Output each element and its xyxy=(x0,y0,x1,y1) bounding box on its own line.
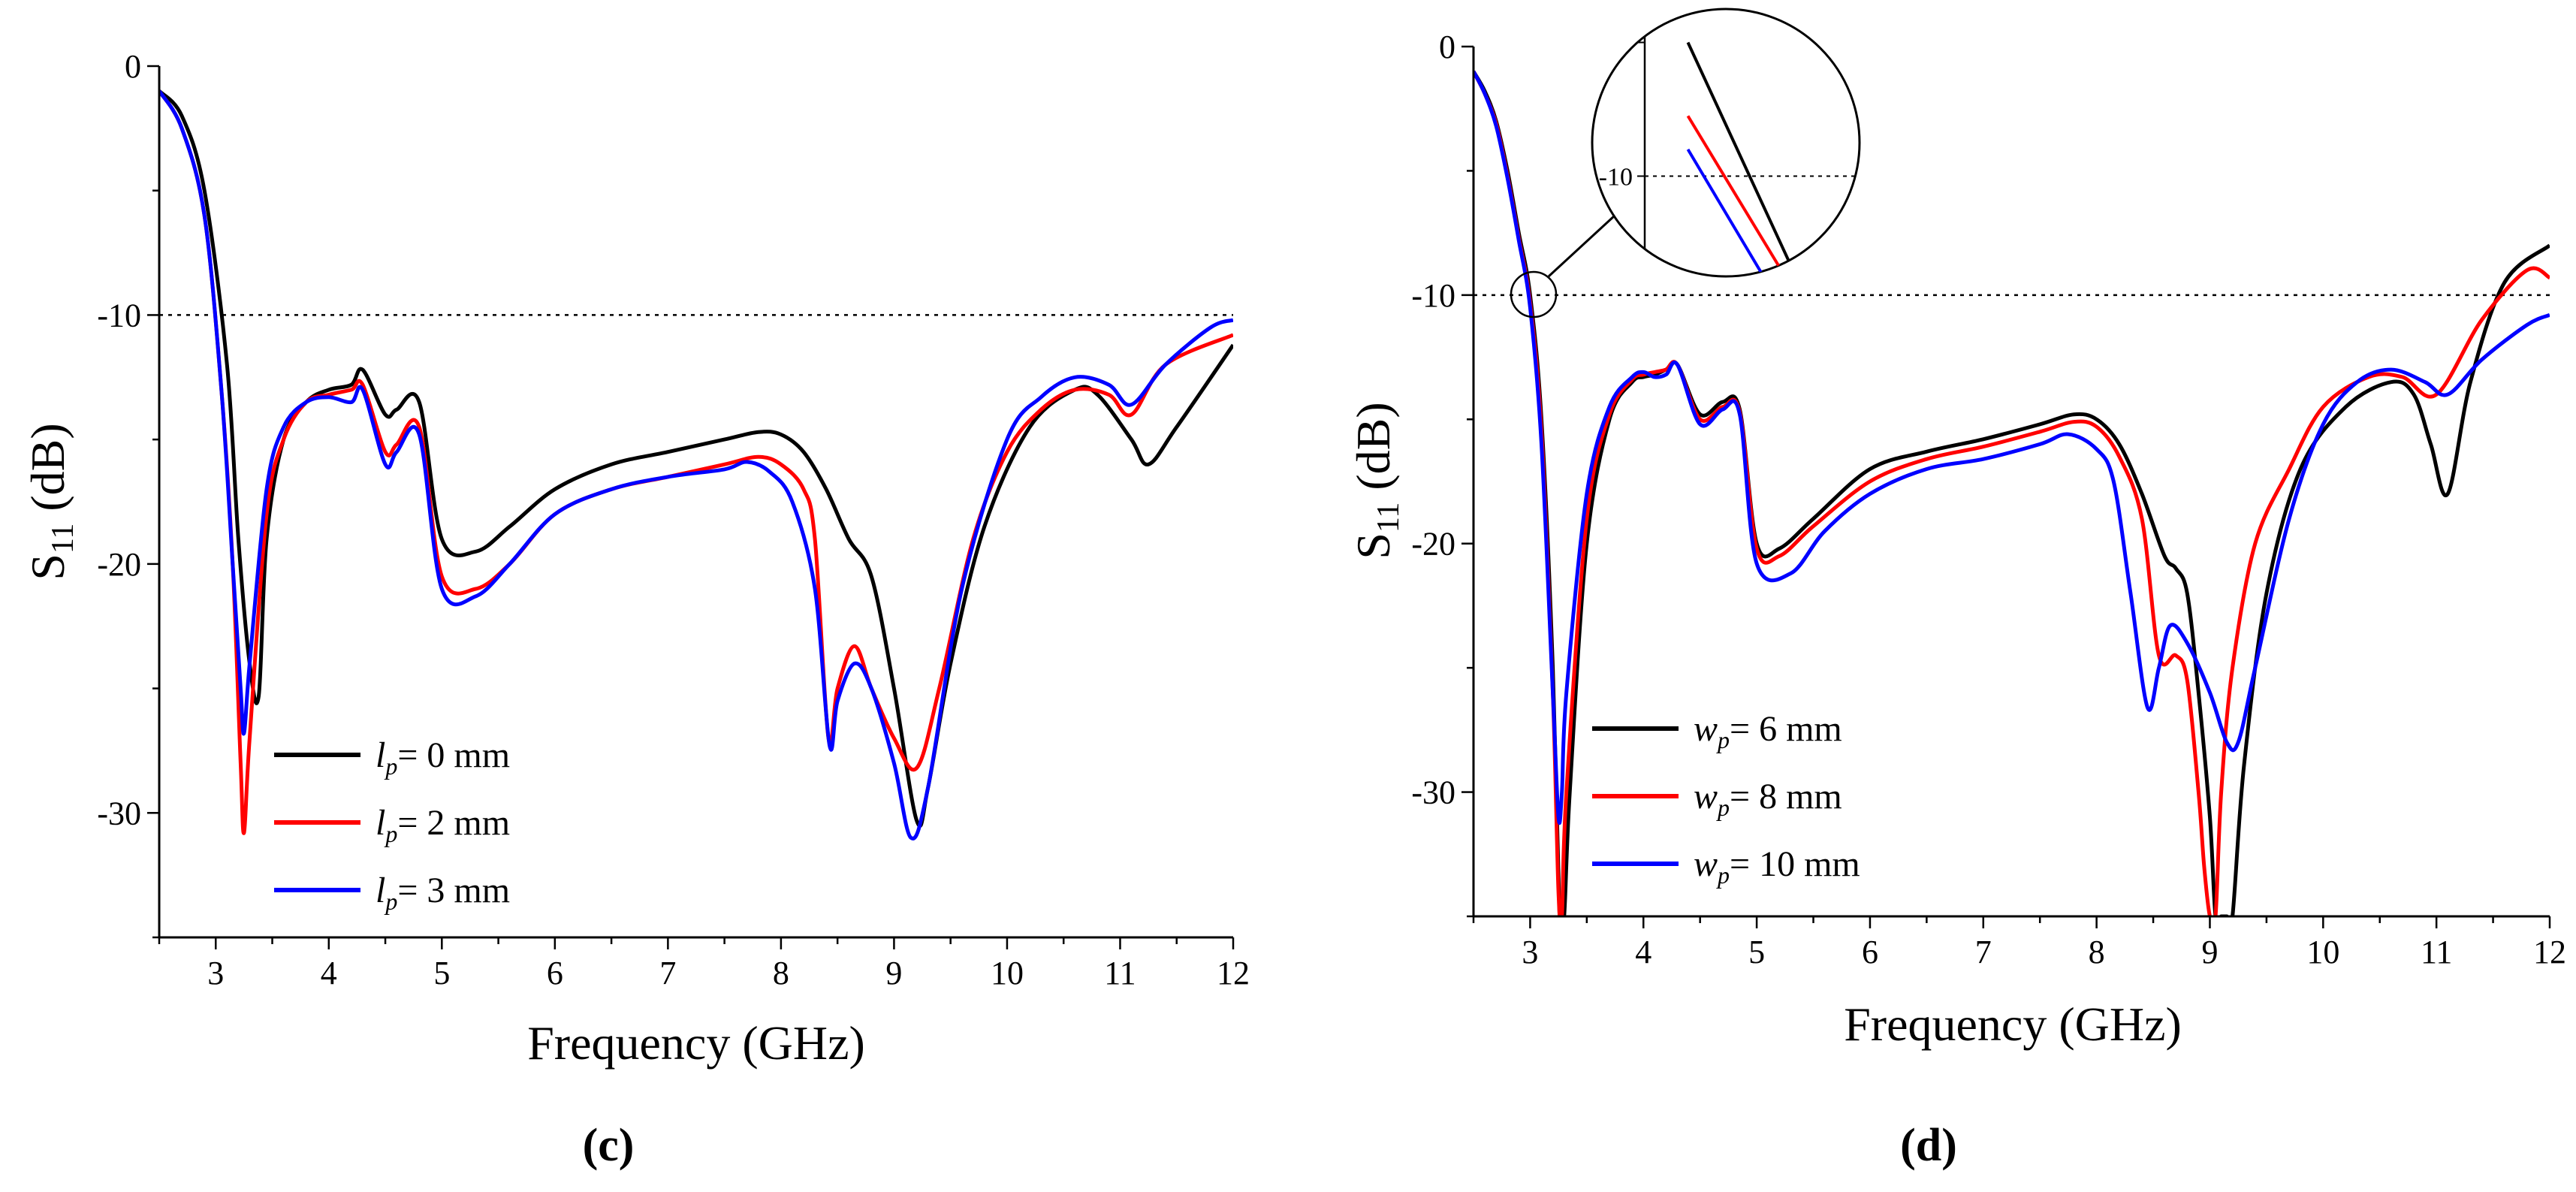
c-series-line-0 xyxy=(159,89,1233,828)
c-x-tick-label: 7 xyxy=(659,955,676,991)
d-x-tick-label: 6 xyxy=(1862,934,1878,970)
d-axis-ticks: 3 4 5 6 7 8 9 10 11 12 0 -10 -20 -30 xyxy=(1411,29,2566,970)
zoom-region-circle xyxy=(1510,270,1558,318)
d-x-tick-label: 11 xyxy=(2421,934,2452,970)
d-axes xyxy=(1472,47,2550,918)
zoom-inset: -8 -10 xyxy=(1591,8,1861,278)
d-legend-entry: wp= 6 mm xyxy=(1694,709,1842,753)
d-x-tick-label: 5 xyxy=(1748,934,1765,970)
c-y-tick-label: 0 xyxy=(125,48,141,85)
inset-y-tick-label: -10 xyxy=(1599,164,1633,192)
c-panel-letter: c xyxy=(598,1120,619,1171)
d-y-tick-label: -10 xyxy=(1411,277,1455,314)
d-legend-entry: wp= 10 mm xyxy=(1694,844,1860,889)
d-x-tick-label: 9 xyxy=(2201,934,2218,970)
c-x-axis-label: Frequency (GHz) xyxy=(527,1016,865,1070)
c-panel-label: (c) xyxy=(583,1120,635,1171)
d-panel-label: (d) xyxy=(1900,1120,1957,1171)
d-y-tick-label: 0 xyxy=(1439,29,1455,65)
c-axes xyxy=(158,66,1233,939)
c-series-lines xyxy=(159,89,1233,840)
c-x-tick-label: 6 xyxy=(547,955,563,991)
d-legend: wp= 6 mm wp= 8 mm wp= 10 mm xyxy=(1592,709,1860,889)
d-x-tick-label: 4 xyxy=(1635,934,1651,970)
c-x-tick-label: 9 xyxy=(885,955,902,991)
c-legend-entry: lp= 3 mm xyxy=(376,871,510,915)
d-x-tick-label: 8 xyxy=(2089,934,2105,970)
c-x-tick-label: 3 xyxy=(207,955,224,991)
chart-panel-c: 3 4 5 6 7 8 9 10 11 120-10-20-30 Frequency (GHz) … xyxy=(21,48,1250,1171)
c-axis-ticks: 3 4 5 6 7 8 9 10 11 12 0 -10 -20 -30 xyxy=(97,48,1250,991)
c-y-axis-label: S11 (dB) xyxy=(21,423,80,580)
d-panel-letter: d xyxy=(1916,1120,1941,1171)
d-y-tick-label: -20 xyxy=(1411,526,1455,563)
chart-panel-d: 3 4 5 6 7 8 9 10 11 120-10-20-30 Frequency (GHz) … xyxy=(1347,8,2566,1171)
c-y-tick-label: -20 xyxy=(97,546,141,583)
d-x-tick-label: 3 xyxy=(1522,934,1538,970)
inset-series-line-2 xyxy=(1686,148,1765,276)
inset-series-line-1 xyxy=(1686,115,1787,276)
inset-series-line-0 xyxy=(1686,41,1798,276)
c-legend-entry: lp= 0 mm xyxy=(376,735,510,780)
inset-y-tick-label: -8 xyxy=(1612,30,1633,58)
d-x-tick-label: 10 xyxy=(2306,934,2339,970)
c-x-tick-label: 10 xyxy=(991,955,1024,991)
c-series-line-1 xyxy=(159,89,1233,835)
d-series-line-2 xyxy=(1474,70,2550,825)
c-legend: lp= 0 mm lp= 2 mm lp= 3 mm xyxy=(274,735,510,915)
d-series-lines xyxy=(1474,70,2550,916)
c-x-tick-label: 4 xyxy=(321,955,337,991)
c-x-tick-label: 12 xyxy=(1217,955,1250,991)
d-x-axis-label: Frequency (GHz) xyxy=(1844,997,2182,1051)
d-x-tick-label: 7 xyxy=(1975,934,1992,970)
c-series-line-2 xyxy=(159,89,1233,840)
c-x-tick-label: 5 xyxy=(433,955,450,991)
c-x-tick-label: 8 xyxy=(773,955,789,991)
d-legend-entry: wp= 8 mm xyxy=(1694,777,1842,821)
c-legend-entry: lp= 2 mm xyxy=(376,803,510,847)
c-y-tick-label: -30 xyxy=(97,795,141,831)
d-y-axis-label: S11 (dB) xyxy=(1347,402,1406,559)
c-y-tick-label: -10 xyxy=(97,297,141,333)
d-x-tick-label: 12 xyxy=(2533,934,2566,970)
d-y-tick-label: -30 xyxy=(1411,774,1455,811)
c-x-tick-label: 11 xyxy=(1104,955,1136,991)
